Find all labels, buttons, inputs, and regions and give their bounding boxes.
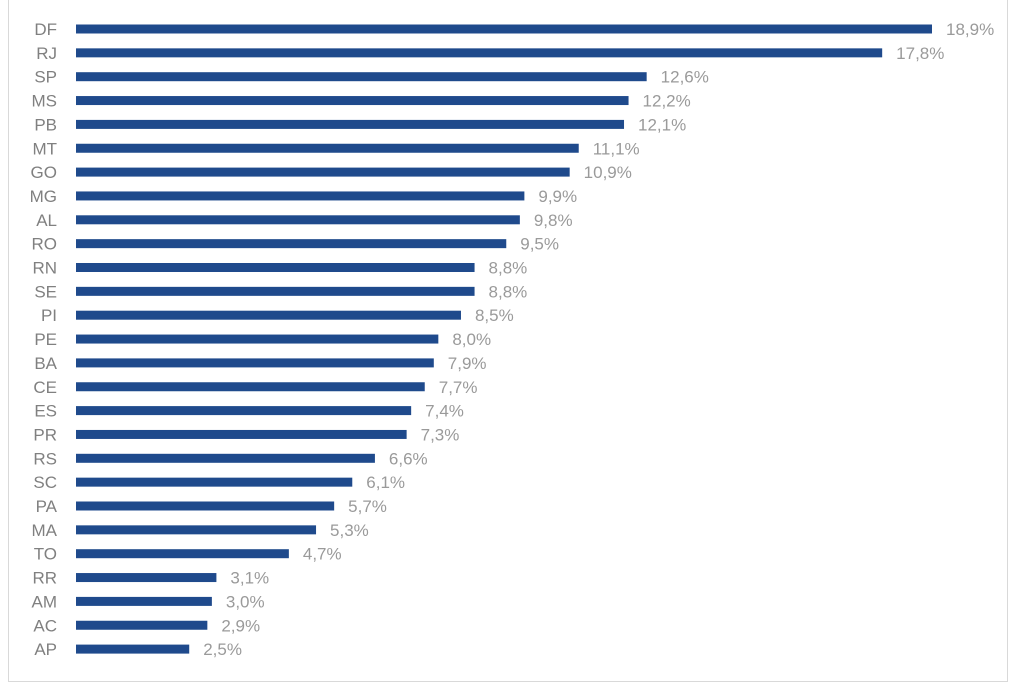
category-label-ce: CE: [33, 378, 57, 397]
bar-al: [76, 215, 520, 225]
value-label-pr: 7,3%: [421, 425, 460, 444]
value-labels: 18,9%17,8% 12,6% 12,2% 12,1% 11,1% 10,9% 9,9% 9…: [203, 20, 994, 659]
bar-pi: [76, 310, 461, 320]
category-label-mt: MT: [32, 139, 57, 158]
value-label-ma: 5,3%: [330, 521, 369, 540]
bar-pr: [76, 429, 407, 439]
value-label-pi: 8,5%: [475, 306, 514, 325]
bar-sc: [76, 477, 353, 487]
bar-rr: [76, 573, 217, 583]
category-label-rr: RR: [32, 569, 57, 588]
value-label-ba: 7,9%: [448, 354, 487, 373]
category-label-es: ES: [34, 402, 57, 421]
category-label-sp: SP: [34, 68, 57, 87]
value-label-pb: 12,1%: [638, 115, 686, 134]
value-label-mt: 11,1%: [593, 139, 640, 158]
category-label-rn: RN: [32, 259, 57, 278]
category-label-pe: PE: [34, 330, 57, 349]
bar-rn: [76, 263, 475, 272]
value-label-df: 18,9%: [946, 20, 994, 39]
value-label-ro: 9,5%: [520, 235, 559, 254]
value-label-mg: 9,9%: [538, 187, 577, 206]
bar-rj: [76, 48, 883, 58]
bars: [76, 24, 932, 654]
category-label-am: AM: [32, 592, 58, 611]
category-label-pa: PA: [36, 497, 58, 516]
category-label-to: TO: [34, 545, 57, 564]
bar-ba: [76, 358, 434, 368]
category-label-ro: RO: [32, 235, 58, 254]
value-label-rs: 6,6%: [389, 449, 428, 468]
bar-pb: [76, 119, 625, 129]
category-label-rj: RJ: [36, 44, 57, 63]
category-label-df: DF: [34, 20, 57, 39]
bar-am: [76, 596, 212, 606]
value-label-to: 4,7%: [303, 545, 342, 564]
bar-ap: [76, 644, 190, 654]
category-labels: DF RJ SP MS PB MT GO MG AL RO RN SE PI PE BA CE ES PR RS SC…: [30, 20, 58, 659]
category-label-rs: RS: [33, 449, 57, 468]
bar-sp: [76, 72, 647, 82]
category-label-se: SE: [34, 282, 57, 301]
value-label-pe: 8,0%: [452, 330, 491, 349]
bar-pa: [76, 501, 335, 511]
value-label-ac: 2,9%: [221, 616, 260, 635]
bar-ma: [76, 525, 317, 535]
bar-es: [76, 406, 412, 416]
value-label-rn: 8,8%: [489, 259, 528, 278]
bar-pe: [76, 334, 439, 344]
category-label-ms: MS: [32, 92, 58, 111]
bar-ro: [76, 239, 507, 249]
chart-frame: [8, 0, 1008, 682]
value-label-se: 8,8%: [489, 282, 528, 301]
value-label-ce: 7,7%: [439, 378, 478, 397]
category-label-pr: PR: [33, 425, 57, 444]
value-label-ap: 2,5%: [203, 640, 242, 659]
category-label-ac: AC: [33, 616, 57, 635]
bar-ms: [76, 96, 629, 106]
bar-se: [76, 286, 475, 296]
value-label-rr: 3,1%: [230, 569, 269, 588]
category-label-mg: MG: [30, 187, 57, 206]
value-label-es: 7,4%: [425, 402, 464, 421]
value-label-go: 10,9%: [584, 163, 632, 182]
value-label-al: 9,8%: [534, 211, 573, 230]
category-label-ap: AP: [34, 640, 57, 659]
value-label-sc: 6,1%: [366, 473, 405, 492]
bar-rs: [76, 453, 375, 463]
category-label-go: GO: [31, 163, 57, 182]
bar-ac: [76, 620, 208, 630]
category-label-pi: PI: [41, 306, 57, 325]
value-label-am: 3,0%: [226, 592, 265, 611]
category-label-al: AL: [36, 211, 57, 230]
value-label-sp: 12,6%: [661, 68, 709, 87]
bar-ce: [76, 382, 425, 392]
category-label-ma: MA: [32, 521, 58, 540]
value-label-pa: 5,7%: [348, 497, 387, 516]
value-label-ms: 12,2%: [643, 92, 691, 111]
category-label-sc: SC: [33, 473, 57, 492]
bar-mg: [76, 191, 525, 201]
bar-df: [76, 24, 932, 34]
bar-to: [76, 549, 289, 559]
bar-mt: [76, 143, 579, 153]
category-label-pb: PB: [34, 115, 57, 134]
category-label-ba: BA: [34, 354, 57, 373]
bar-go: [76, 167, 570, 177]
value-label-rj: 17,8%: [896, 44, 944, 63]
